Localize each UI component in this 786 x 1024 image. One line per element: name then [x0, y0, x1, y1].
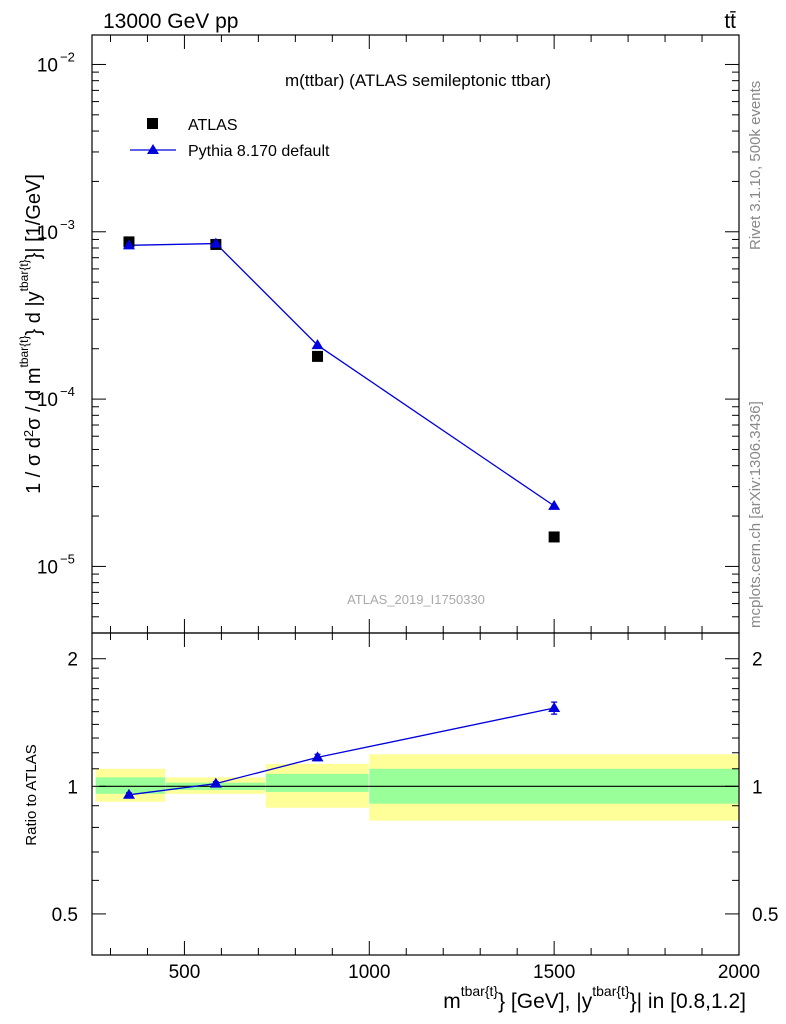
rivet-label: Rivet 3.1.10, 500k events — [747, 81, 764, 250]
ratio-x-tick-label: 2000 — [718, 962, 760, 983]
pythia-point — [548, 499, 561, 510]
ratio-y-tick-label-right: 2 — [752, 650, 763, 671]
main-x-ticks — [109, 35, 740, 633]
ratio-y-tick-label: 0.5 — [52, 905, 78, 926]
ratio-x-tick-label: 500 — [169, 962, 201, 983]
process-label: tt̄ — [724, 10, 736, 33]
pythia-line — [128, 242, 555, 507]
main-y-ticks: 10−510−410−310−2 — [37, 49, 739, 634]
ratio-y-tick-label-right: 0.5 — [752, 905, 778, 926]
ratio-y-tick-label: 2 — [67, 650, 78, 671]
ratio-bands — [95, 754, 739, 821]
atlas-point — [312, 350, 324, 362]
pythia-point — [209, 237, 222, 248]
main-y-tick-exponent: −5 — [60, 551, 75, 566]
ratio-point — [311, 751, 324, 762]
watermark: ATLAS_2019_I1750330 — [347, 592, 485, 607]
mcplots-label: mcplots.cern.ch [arXiv:1306.3436] — [747, 401, 764, 628]
main-y-tick-exponent: −3 — [60, 217, 75, 232]
main-y-tick-label: 10 — [37, 557, 58, 578]
legend: ATLAS Pythia 8.170 default — [130, 117, 330, 160]
ratio-x-tick-label: 1500 — [533, 962, 575, 983]
ratio-band-inner — [95, 777, 166, 794]
main-y-tick-exponent: −4 — [60, 384, 75, 399]
ratio-line — [128, 707, 555, 796]
ratio-band-inner — [265, 773, 369, 792]
ratio-ylabel: Ratio to ATLAS — [23, 744, 40, 845]
ratio-point — [209, 777, 222, 788]
ratio-point — [122, 788, 135, 799]
ratio-y-tick-label-right: 1 — [752, 777, 763, 798]
legend-atlas-marker — [147, 118, 158, 129]
ratio-point — [548, 702, 561, 713]
atlas-point — [548, 531, 560, 543]
legend-atlas-label: ATLAS — [188, 117, 238, 134]
main-y-tick-exponent: −2 — [60, 49, 75, 64]
main-marks — [122, 236, 561, 543]
ratio-x-ticks: 500 1000 1500 2000 — [109, 633, 760, 983]
main-panel: m(ttbar) (ATLAS semileptonic ttbar) ATLA… — [17, 34, 740, 634]
legend-pythia-marker — [147, 144, 159, 154]
ratio-panel: Ratio to ATLAS 0.5 0.5 1 1 2 2 500 1000 1500 200… — [23, 632, 779, 1013]
ratio-y-ticks: 0.5 0.5 1 1 2 2 — [52, 650, 779, 926]
legend-pythia-label: Pythia 8.170 default — [188, 143, 330, 160]
pythia-point — [122, 239, 135, 250]
ratio-frame — [91, 632, 740, 956]
main-y-tick-label: 10 — [37, 55, 58, 76]
x-axis-label: mtbar{t}} [GeV], |ytbar{t}}| in [0.8,1.2… — [443, 983, 746, 1013]
ratio-marks — [122, 701, 561, 799]
ratio-x-tick-label: 1000 — [348, 962, 390, 983]
ratio-y-tick-label: 1 — [67, 777, 78, 798]
main-y-tick-label: 10 — [37, 390, 58, 411]
pythia-point — [311, 339, 324, 350]
main-y-tick-label: 10 — [37, 223, 58, 244]
chart-title: m(ttbar) (ATLAS semileptonic ttbar) — [285, 71, 551, 90]
energy-label: 13000 GeV pp — [103, 10, 238, 33]
